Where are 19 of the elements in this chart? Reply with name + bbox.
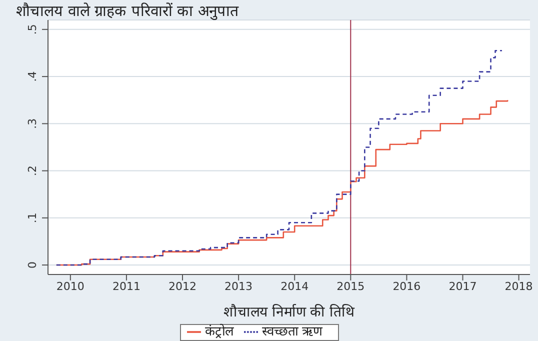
legend-label: स्वच्छता ऋण (262, 325, 322, 340)
x-tick-label: 2014 (280, 280, 309, 294)
y-tick-label: 0 (26, 262, 39, 269)
y-tick-label: .4 (26, 71, 39, 82)
x-tick-label: 2018 (504, 280, 533, 294)
x-tick-label: 2017 (448, 280, 477, 294)
x-tick-label: 2013 (224, 280, 253, 294)
legend-label: कंट्रोल (205, 325, 234, 340)
y-tick-label: .1 (26, 212, 39, 224)
x-tick-label: 2011 (112, 280, 140, 294)
x-tick-label: 2012 (168, 280, 197, 294)
x-tick-label: 2016 (392, 280, 421, 294)
y-tick-label: .2 (26, 166, 39, 176)
x-tick-label: 2015 (336, 280, 365, 294)
chart-title: शौचालय वाले ग्राहक परिवारों का अनुपात (16, 1, 239, 20)
x-tick-label: 2010 (56, 280, 84, 294)
y-tick-label: .3 (26, 118, 39, 129)
x-axis-title: शौचालय निर्माण की तिथि (223, 303, 356, 320)
y-tick-label: .5 (26, 24, 39, 35)
